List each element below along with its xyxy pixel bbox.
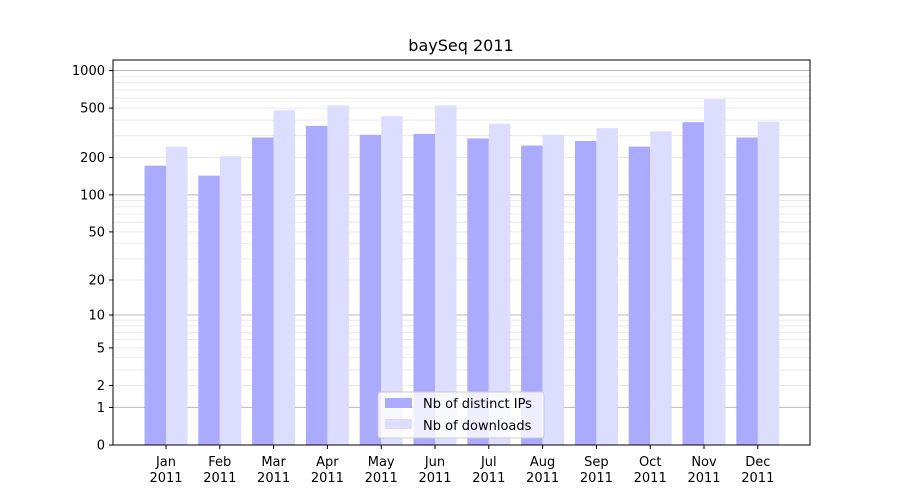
x-tick-label-year: 2011 bbox=[687, 471, 720, 486]
x-tick-label-year: 2011 bbox=[257, 471, 290, 486]
bar-distinct-ips bbox=[305, 125, 328, 445]
bar-downloads bbox=[757, 121, 780, 445]
y-tick-label: 500 bbox=[80, 102, 105, 117]
bar-distinct-ips bbox=[521, 145, 543, 445]
x-tick-label-year: 2011 bbox=[526, 471, 559, 486]
legend-swatch-distinct-ips bbox=[385, 398, 412, 408]
x-tick-label-year: 2011 bbox=[311, 471, 344, 486]
bar-distinct-ips bbox=[198, 175, 220, 445]
x-tick-label-year: 2011 bbox=[580, 471, 613, 486]
legend: Nb of distinct IPs Nb of downloads bbox=[377, 391, 545, 439]
bar-downloads bbox=[542, 134, 565, 445]
x-tick-label-year: 2011 bbox=[203, 471, 236, 486]
x-tick-label-month: Jan bbox=[155, 455, 176, 470]
legend-label-downloads: Nb of downloads bbox=[423, 419, 532, 434]
bar-distinct-ips bbox=[252, 137, 274, 445]
x-tick-label-year: 2011 bbox=[418, 471, 451, 486]
chart-title: baySeq 2011 bbox=[408, 36, 513, 55]
x-tick-label-month: May bbox=[368, 455, 395, 470]
bar-distinct-ips bbox=[413, 133, 435, 446]
x-tick-label-month: Aug bbox=[530, 455, 555, 470]
y-tick-label: 5 bbox=[97, 341, 105, 356]
bar-downloads bbox=[219, 156, 242, 445]
y-axis-ticks: 0 1 2 5 10 20 50 100 200 500 1000 bbox=[72, 64, 113, 454]
y-tick-label: 0 bbox=[97, 439, 105, 454]
x-tick-label-year: 2011 bbox=[472, 471, 505, 486]
x-tick-label-year: 2011 bbox=[634, 471, 667, 486]
y-tick-label: 100 bbox=[80, 188, 105, 203]
x-tick-label-month: Nov bbox=[691, 455, 717, 470]
bar-downloads bbox=[435, 105, 457, 446]
bar-distinct-ips bbox=[144, 165, 166, 445]
bar-downloads bbox=[650, 131, 672, 445]
plot-frame bbox=[112, 59, 811, 446]
y-tick-label: 10 bbox=[88, 309, 105, 324]
y-tick-label: 50 bbox=[88, 225, 105, 240]
x-tick-label-month: Mar bbox=[261, 455, 286, 470]
y-tick-label: 1000 bbox=[72, 64, 105, 79]
x-axis-ticks: Jan2011Feb2011Mar2011Apr2011May2011Jun20… bbox=[149, 445, 774, 486]
bar-distinct-ips bbox=[682, 122, 704, 445]
x-tick-label-year: 2011 bbox=[365, 471, 398, 486]
x-tick-label-month: Oct bbox=[639, 455, 661, 470]
x-tick-label-year: 2011 bbox=[149, 471, 182, 486]
bar-downloads bbox=[704, 99, 726, 445]
bar-downloads bbox=[327, 105, 349, 446]
legend-label-distinct-ips: Nb of distinct IPs bbox=[423, 397, 532, 412]
y-tick-label: 2 bbox=[97, 379, 105, 394]
x-tick-label-month: Dec bbox=[745, 455, 770, 470]
y-tick-label: 20 bbox=[88, 273, 105, 288]
bar-downloads bbox=[596, 128, 618, 446]
bar-downloads bbox=[488, 123, 511, 445]
bar-distinct-ips bbox=[467, 138, 489, 445]
bar-distinct-ips bbox=[736, 137, 758, 445]
bar-downloads bbox=[273, 110, 296, 446]
bar-downloads bbox=[166, 146, 188, 445]
x-tick-label-year: 2011 bbox=[741, 471, 774, 486]
x-tick-label-month: Apr bbox=[316, 455, 339, 470]
bar-distinct-ips bbox=[574, 140, 597, 445]
bars bbox=[144, 99, 780, 446]
y-tick-label: 200 bbox=[80, 151, 105, 166]
legend-swatch-downloads bbox=[385, 419, 412, 429]
legend-box bbox=[377, 391, 545, 439]
bar-downloads bbox=[381, 116, 403, 446]
x-tick-label-month: Sep bbox=[584, 455, 609, 470]
bar-distinct-ips bbox=[628, 146, 651, 445]
bar-distinct-ips bbox=[359, 134, 382, 445]
y-tick-label: 1 bbox=[97, 401, 105, 416]
x-tick-label-month: Jul bbox=[480, 455, 497, 470]
x-tick-label-month: Feb bbox=[208, 455, 231, 470]
x-tick-label-month: Jun bbox=[424, 455, 445, 470]
